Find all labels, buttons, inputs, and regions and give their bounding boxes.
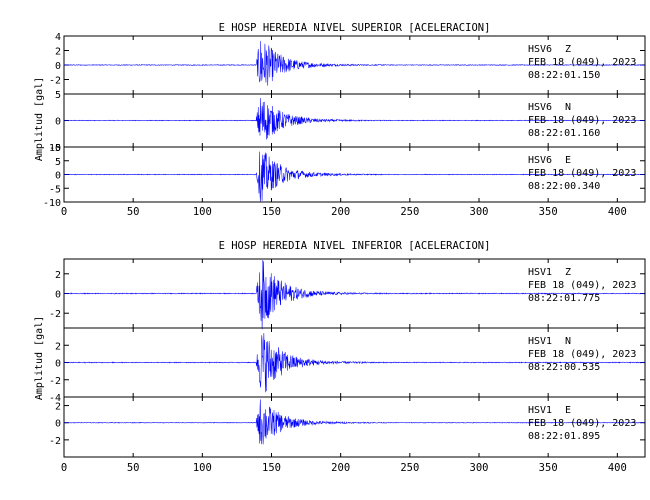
component-label: E [565, 155, 571, 166]
station-label: HSV6 [528, 102, 552, 113]
y-tick-label: 0 [55, 419, 61, 430]
component-label: Z [565, 44, 571, 55]
x-tick-label: 150 [262, 462, 281, 474]
waveform-trace [63, 333, 645, 393]
component-label: E [565, 405, 571, 416]
station-label: HSV6 [528, 44, 552, 55]
x-tick-label: 50 [127, 206, 140, 218]
date-label: FEB 18 (049), 2023 [528, 57, 636, 68]
x-tick-label: 100 [193, 462, 212, 474]
y-tick-label: 2 [55, 402, 61, 413]
waveform-trace [63, 151, 645, 202]
y-tick-label: -2 [49, 309, 61, 320]
y-tick-label: 2 [55, 47, 61, 58]
y-tick-label: -5 [49, 143, 61, 154]
y-tick-label: 5 [55, 90, 61, 101]
y-tick-label: 0 [55, 171, 61, 182]
waveform-trace [63, 259, 645, 330]
component-label: N [565, 336, 571, 347]
panel-hsv1-n: 2 0 -2 -4 HSV1 N FEB 18 (049), 2023 08:22:00.53… [49, 327, 646, 404]
x-tick-label: 250 [400, 462, 419, 474]
x-tick-label: 200 [331, 206, 350, 218]
station-label: HSV1 [528, 336, 552, 347]
x-tick-label: 400 [608, 206, 627, 218]
panel-hsv6-n: 5 0 -5 HSV6 N FEB 18 (049), 2023 08:22:01.160 [49, 90, 646, 154]
y-tick-label: 0 [55, 359, 61, 370]
panel-frame [63, 396, 646, 458]
panel-hsv6-z: 4 2 0 -2 HSV6 Z FEB 18 (049), 2023 08:22:01.150 [49, 32, 646, 95]
date-label: FEB 18 (049), 2023 [528, 349, 636, 360]
y-tick-label: 0 [55, 117, 61, 128]
figure-title: E HOSP HEREDIA NIVEL INFERIOR [ACELERACI… [219, 240, 491, 252]
panel-hsv1-z: 2 0 -2 HSV1 Z FEB 18 (049), 2023 08:22:01.775 [49, 258, 646, 330]
x-tick-label: 100 [193, 206, 212, 218]
y-tick-label: 5 [55, 157, 61, 168]
y-tick-label: -4 [49, 393, 61, 404]
date-label: FEB 18 (049), 2023 [528, 280, 636, 291]
y-tick-label: 0 [55, 290, 61, 301]
x-tick-label: 350 [539, 462, 558, 474]
component-label: Z [565, 267, 571, 278]
x-tick-label: 50 [127, 462, 140, 474]
time-label: 08:22:01.160 [528, 128, 600, 139]
station-label: HSV1 [528, 405, 552, 416]
waveform-trace [63, 40, 645, 86]
time-label: 08:22:01.775 [528, 293, 600, 304]
y-tick-label: -5 [49, 184, 61, 195]
x-tick-label: 200 [331, 462, 350, 474]
x-tick-label: 400 [608, 462, 627, 474]
date-label: FEB 18 (049), 2023 [528, 418, 636, 429]
y-tick-label: 2 [55, 270, 61, 281]
date-label: FEB 18 (049), 2023 [528, 168, 636, 179]
y-tick-label: 4 [55, 32, 61, 43]
y-tick-label: -2 [49, 436, 61, 447]
time-label: 08:22:01.150 [528, 70, 600, 81]
x-tick-label: 350 [539, 206, 558, 218]
time-label: 08:22:00.535 [528, 362, 600, 373]
y-axis-label: Amplitud [gal] [34, 77, 45, 161]
waveform-trace [63, 97, 645, 140]
x-tick-label: 0 [61, 206, 67, 218]
y-tick-label: 0 [55, 61, 61, 72]
y-tick-label: -2 [49, 76, 61, 87]
waveform-trace [63, 399, 645, 445]
x-tick-label: 150 [262, 206, 281, 218]
figure-1: E HOSP HEREDIA NIVEL SUPERIOR [ACELERACI… [34, 22, 646, 218]
y-tick-label: 2 [55, 341, 61, 352]
time-label: 08:22:00.340 [528, 181, 600, 192]
station-label: HSV1 [528, 267, 552, 278]
time-label: 08:22:01.895 [528, 431, 600, 442]
figure-2: E HOSP HEREDIA NIVEL INFERIOR [ACELERACI… [34, 240, 646, 474]
panel-hsv6-e: 10 5 0 -5 -10 HSV6 E FEB 18 (049), 2023 08:22:00… [43, 143, 646, 209]
x-tick-label: 0 [61, 462, 67, 474]
x-tick-label: 300 [470, 206, 489, 218]
x-tick-label: 300 [470, 462, 489, 474]
y-tick-label: -2 [49, 376, 61, 387]
figure-title: E HOSP HEREDIA NIVEL SUPERIOR [ACELERACI… [219, 22, 491, 34]
y-axis-label: Amplitud [gal] [34, 316, 45, 400]
y-tick-label: -10 [43, 198, 61, 209]
station-label: HSV6 [528, 155, 552, 166]
x-tick-label: 250 [400, 206, 419, 218]
date-label: FEB 18 (049), 2023 [528, 115, 636, 126]
panel-hsv1-e: 2 0 -2 HSV1 E FEB 18 (049), 2023 08:22:01.895 [49, 396, 646, 458]
y-tick-label: 10 [49, 143, 61, 154]
component-label: N [565, 102, 571, 113]
